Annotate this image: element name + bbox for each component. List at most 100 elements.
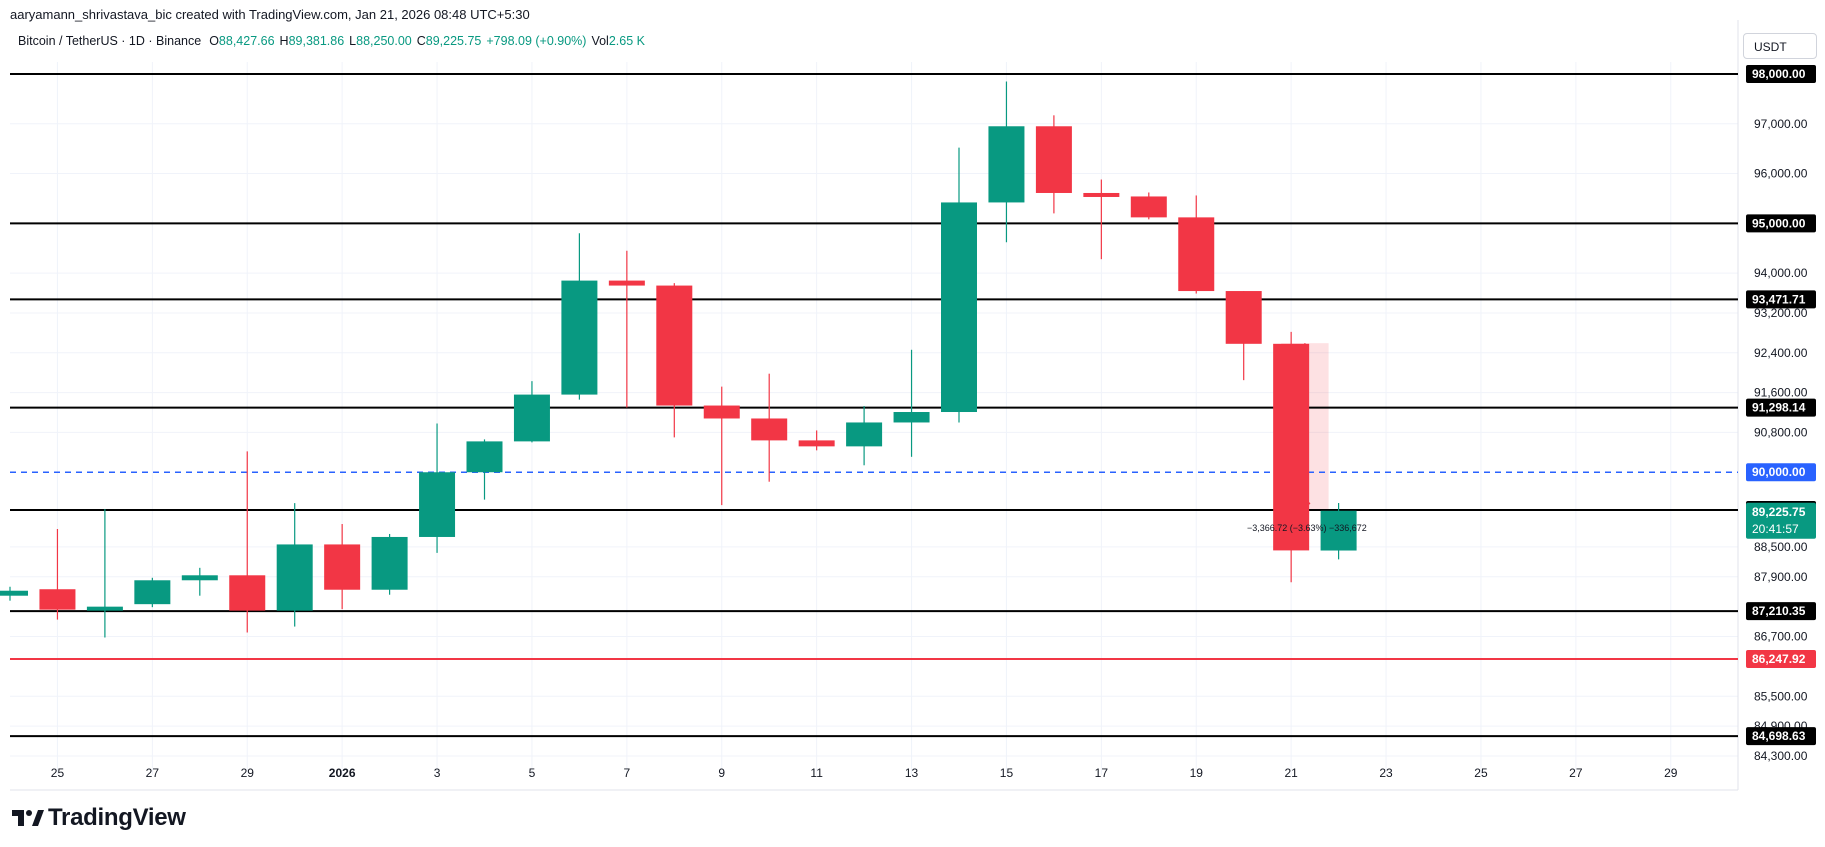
candle [39,528,76,620]
candle-body [941,202,977,413]
price-tick-label: 94,000.00 [1754,266,1808,280]
candle-body [1130,196,1167,218]
candle-body [1273,343,1310,551]
candle-body [1035,126,1072,193]
candle [513,381,550,443]
time-tick-label: 27 [1569,766,1583,780]
price-level-label-bg [1746,727,1816,746]
candle-body [893,412,930,423]
price-level-label: 95,000.00 [1752,216,1806,230]
time-tick-label: 2026 [329,766,356,780]
candle [656,283,693,438]
symbol-title[interactable]: Bitcoin / TetherUS · 1D · Binance [18,34,202,48]
candle [798,430,835,451]
low-label: L [349,34,357,48]
candle [134,577,171,608]
tradingview-brand[interactable]: TradingView [10,804,186,832]
price-tick-label: 96,000.00 [1754,167,1808,181]
candle [941,147,977,423]
candle [893,349,930,457]
high-number: 89,381.86 [288,34,345,48]
time-tick-label: 29 [1664,766,1678,780]
price-tick-label: 90,800.00 [1754,425,1808,439]
open-label: O [209,34,219,48]
price-level-label: 98,000.00 [1752,67,1806,81]
price-chart[interactable]: −3,366.72 (−3.63%) −336,672 97,000.00 96,0… [0,0,1825,800]
last-price-label: 89,225.75 [1752,505,1806,519]
candle-body [324,544,361,590]
price-level-label-bg [1746,65,1816,83]
open-number: 88,427.66 [218,34,275,48]
price-tick-label: 91,600.00 [1754,386,1808,400]
candles [0,81,1357,638]
creator-line: aaryamann_shrivastava_bic created with T… [10,7,530,22]
candle-body [229,575,266,611]
price-level-label: 93,471.71 [1752,292,1806,306]
candle [1178,195,1215,294]
candle [1225,291,1262,381]
time-axis-labels: 25 27 29 2026 3 5 7 9 11 13 15 17 19 21 23 25 27 29 [51,766,1678,780]
candle-body [1083,192,1120,197]
change-value: +798.09 (+0.90%) [486,34,587,48]
time-tick-label: 27 [146,766,160,780]
close-label: C [416,34,426,48]
symbol-legend: Bitcoin / TetherUS · 1D · Binance O88,42… [18,34,650,48]
low-number: 88,250.00 [356,34,412,48]
candle-body [276,544,313,611]
low-value: L88,250.00 [349,34,412,48]
high-value: H89,381.86 [280,34,345,48]
vol-number: 2.65 K [608,34,645,48]
candle [324,524,361,610]
time-tick-label: 25 [1474,766,1488,780]
candle [86,509,123,638]
price-level-label: 90,000.00 [1752,465,1806,479]
price-tick-label: 88,500.00 [1754,540,1808,554]
price-tick-label: 85,500.00 [1754,689,1808,703]
time-tick-label: 13 [905,766,919,780]
candle-body [0,590,28,596]
price-level-label-bg [1746,602,1816,621]
candle [229,451,266,633]
time-tick-label: 23 [1379,766,1393,780]
close-value: C89,225.75 [417,34,482,48]
price-tick-label: 93,200.00 [1754,306,1808,320]
price-level-label-bg [1746,290,1816,309]
price-level-label: 84,698.63 [1752,729,1806,743]
candle [466,439,503,500]
candle [276,503,313,627]
candle [181,567,218,596]
price-tick-label: 92,400.00 [1754,346,1808,360]
candle-body [703,405,740,419]
candle-body [846,422,883,447]
candle-body [371,536,408,590]
candle-body [181,575,218,581]
candle-body [988,126,1025,203]
candle [1273,331,1310,583]
price-tick-label: 84,300.00 [1754,749,1808,763]
time-tick-label: 21 [1284,766,1298,780]
candle-body [134,580,171,605]
candle-body [1225,291,1262,344]
measure-label: −3,366.72 (−3.63%) −336,672 [1247,523,1367,533]
countdown-label: 20:41:57 [1752,522,1799,536]
price-level-label-bg [1746,650,1816,669]
candle [371,533,408,595]
candle [608,250,645,408]
close-number: 89,225.75 [425,34,482,48]
candle-body [561,280,598,395]
candle [0,586,28,601]
price-axis-labels: 97,000.00 96,000.00 94,000.00 93,200.00 92,4… [1754,117,1808,763]
candle [1035,115,1072,214]
price-level-label: 87,210.35 [1752,604,1806,618]
price-level-label-bg [1746,463,1816,482]
currency-selector[interactable]: USDT [1743,33,1817,59]
tradingview-logo-icon [12,810,44,826]
time-tick-label: 3 [434,766,441,780]
vol-label: Vol [591,34,609,48]
grid-lines [10,62,1738,775]
candle-body [798,440,835,447]
candle [751,373,788,482]
price-tick-label: 97,000.00 [1754,117,1808,131]
candle-body [608,280,645,286]
high-label: H [279,34,289,48]
